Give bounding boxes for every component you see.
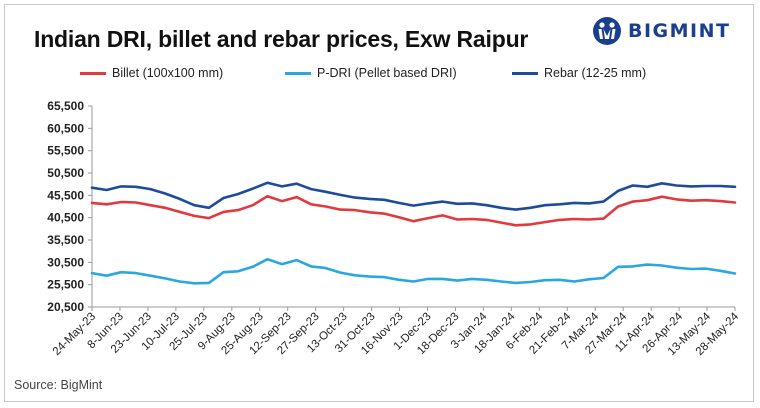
series-line-1 bbox=[90, 257, 737, 285]
legend-swatch-pdri bbox=[285, 71, 311, 75]
y-tick-label: 50,500 bbox=[47, 166, 84, 180]
y-tick-label: 60,500 bbox=[47, 121, 84, 135]
legend-swatch-billet bbox=[80, 71, 106, 75]
chart-series bbox=[90, 181, 737, 285]
legend-item-rebar: Rebar (12-25 mm) bbox=[512, 66, 646, 80]
y-tick-label: 20,500 bbox=[47, 300, 84, 314]
series-line-0 bbox=[90, 194, 737, 227]
legend-swatch-rebar bbox=[512, 71, 538, 75]
y-axis: 65,500 60,500 55,500 50,500 45,500 40,500 35,5… bbox=[47, 99, 93, 314]
x-axis: 24-May-238-Jun-2323-Jun-2310-Jul-2325-Ju… bbox=[51, 306, 742, 358]
y-tick-label: 55,500 bbox=[47, 144, 84, 158]
y-tick-label: 35,500 bbox=[47, 233, 84, 247]
chart-legend: Billet (100x100 mm) P-DRI (Pellet based … bbox=[0, 62, 760, 82]
y-tick-label: 40,500 bbox=[47, 211, 84, 225]
series-line-2 bbox=[90, 181, 737, 211]
bigmint-logo: BIGMINT bbox=[592, 16, 731, 46]
legend-item-pdri: P-DRI (Pellet based DRI) bbox=[285, 66, 457, 80]
y-tick-label: 65,500 bbox=[47, 99, 84, 113]
y-tick-label: 25,500 bbox=[47, 278, 84, 292]
x-tick-label: 24-May-23 bbox=[51, 311, 98, 358]
chart-title: Indian DRI, billet and rebar prices, Exw… bbox=[34, 26, 529, 52]
logo-text: BIGMINT bbox=[628, 20, 731, 42]
y-tick-label: 30,500 bbox=[47, 255, 84, 269]
y-tick-label: 45,500 bbox=[47, 188, 84, 202]
bigmint-logo-icon bbox=[593, 17, 621, 45]
legend-label-billet: Billet (100x100 mm) bbox=[112, 66, 224, 80]
legend-label-pdri: P-DRI (Pellet based DRI) bbox=[317, 66, 457, 80]
legend-label-rebar: Rebar (12-25 mm) bbox=[544, 66, 647, 80]
legend-item-billet: Billet (100x100 mm) bbox=[80, 66, 223, 80]
source-note: Source: BigMint bbox=[14, 378, 103, 392]
